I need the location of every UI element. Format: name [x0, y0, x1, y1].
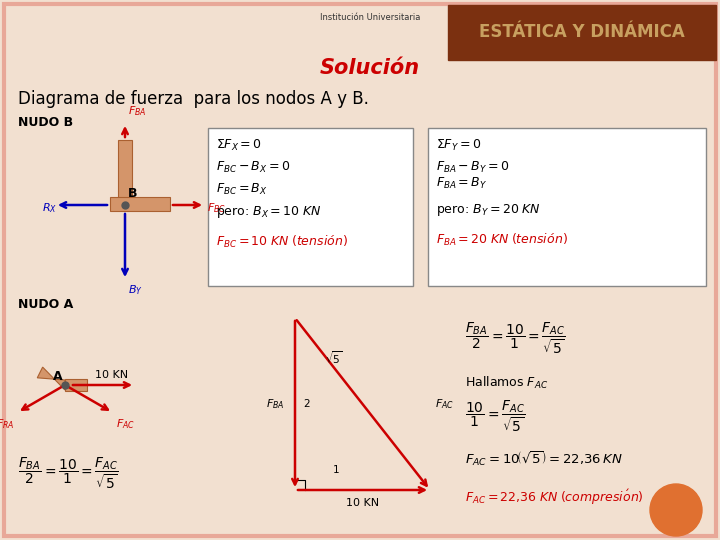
Text: NUDO B: NUDO B [18, 116, 73, 129]
Polygon shape [37, 367, 65, 390]
Text: $B_Y$: $B_Y$ [128, 283, 143, 297]
Text: $F_{AC} = 22{,}36\;KN\;(compresi\acute{o}n)$: $F_{AC} = 22{,}36\;KN\;(compresi\acute{o… [465, 488, 644, 507]
Text: $F_{BC} = B_X$: $F_{BC} = B_X$ [216, 182, 268, 197]
Text: 2: 2 [303, 399, 310, 409]
Text: $F_{BA} - B_Y = 0$: $F_{BA} - B_Y = 0$ [436, 160, 510, 175]
Text: 10 KN: 10 KN [346, 498, 379, 508]
Text: $F_{AC} = 10\!\left(\sqrt{5}\right) = 22{,}36\,KN$: $F_{AC} = 10\!\left(\sqrt{5}\right) = 22… [465, 450, 623, 468]
Text: Hallamos $F_{AC}$: Hallamos $F_{AC}$ [465, 375, 548, 391]
Text: pero: $B_Y = 20\;KN$: pero: $B_Y = 20\;KN$ [436, 202, 541, 218]
Bar [448, 5, 716, 60]
Text: Diagrama de fuerza  para los nodos A y B.: Diagrama de fuerza para los nodos A y B. [18, 90, 369, 108]
Text: A: A [53, 370, 63, 383]
Text: pero: $B_X = 10\;KN$: pero: $B_X = 10\;KN$ [216, 204, 321, 220]
Text: Solución: Solución [320, 58, 420, 78]
Text: $\dfrac{F_{BA}}{2} = \dfrac{10}{1} = \dfrac{F_{AC}}{\sqrt{5}}$: $\dfrac{F_{BA}}{2} = \dfrac{10}{1} = \df… [18, 455, 119, 491]
Text: 10 KN: 10 KN [95, 370, 128, 380]
Circle shape [650, 484, 702, 536]
Text: $F_{BA} = B_Y$: $F_{BA} = B_Y$ [436, 176, 487, 191]
Text: $\sqrt{5}$: $\sqrt{5}$ [325, 350, 343, 366]
Text: ESTÁTICA Y DINÁMICA: ESTÁTICA Y DINÁMICA [479, 23, 685, 41]
Text: $F_{BC} = 10\;KN\;(tensión)$: $F_{BC} = 10\;KN\;(tensión)$ [216, 234, 348, 250]
Text: $F_{BC}$: $F_{BC}$ [207, 201, 226, 215]
Text: $F_{AC}$: $F_{AC}$ [435, 397, 454, 411]
Text: $R_X$: $R_X$ [42, 201, 57, 215]
Text: $F_{AC}$: $F_{AC}$ [116, 417, 135, 431]
Bar [118, 140, 132, 205]
Text: $F_{BA}$: $F_{BA}$ [266, 397, 285, 411]
Text: $F_{BC} - B_X = 0$: $F_{BC} - B_X = 0$ [216, 160, 290, 175]
Bar [65, 379, 87, 391]
Bar [208, 128, 413, 286]
Text: $F_{BA} = 20\;KN\;(tensión)$: $F_{BA} = 20\;KN\;(tensión)$ [436, 232, 568, 248]
Text: $\Sigma F_Y = 0$: $\Sigma F_Y = 0$ [436, 138, 481, 153]
Text: $F_{BA}$: $F_{BA}$ [128, 104, 146, 118]
Text: NUDO A: NUDO A [18, 298, 73, 311]
Text: $\dfrac{10}{1} = \dfrac{F_{AC}}{\sqrt{5}}$: $\dfrac{10}{1} = \dfrac{F_{AC}}{\sqrt{5}… [465, 398, 525, 434]
Text: 1: 1 [333, 465, 339, 475]
Text: $F_{RA}$: $F_{RA}$ [0, 417, 14, 431]
Text: Institución Universitaria: Institución Universitaria [320, 14, 420, 23]
Text: B: B [128, 187, 138, 200]
Bar [110, 197, 170, 211]
Text: $\Sigma F_X = 0$: $\Sigma F_X = 0$ [216, 138, 262, 153]
Bar [428, 128, 706, 286]
Text: $\dfrac{F_{BA}}{2} = \dfrac{10}{1} = \dfrac{F_{AC}}{\sqrt{5}}$: $\dfrac{F_{BA}}{2} = \dfrac{10}{1} = \df… [465, 320, 566, 356]
